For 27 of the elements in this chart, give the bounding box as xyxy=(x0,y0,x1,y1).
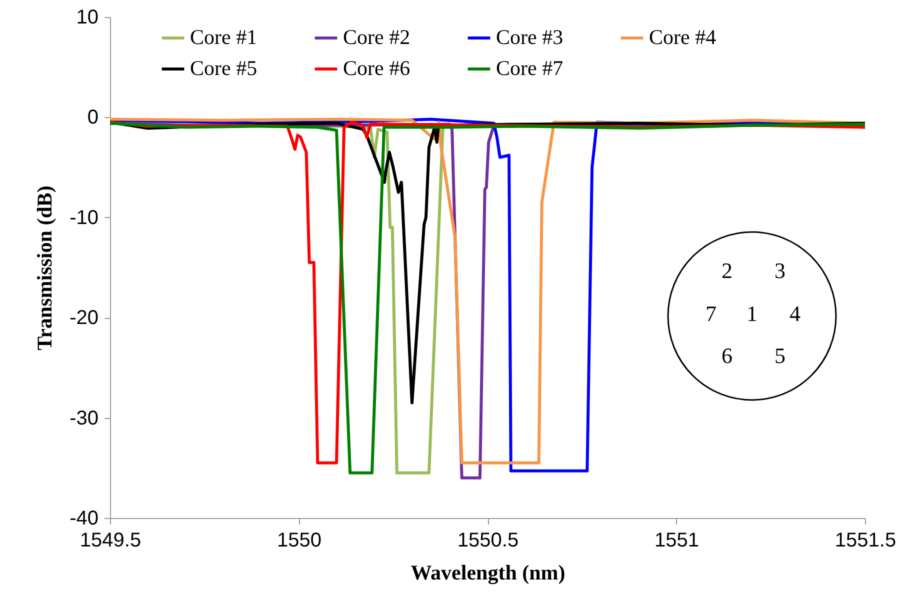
legend-label: Core #6 xyxy=(343,56,410,80)
legend-label: Core #4 xyxy=(649,25,717,49)
legend-label: Core #1 xyxy=(190,25,258,49)
y-tick-label: -20 xyxy=(70,307,98,330)
annotation: 3 xyxy=(774,258,786,284)
y-tick-label: 0 xyxy=(87,106,98,129)
annotation: 5 xyxy=(774,343,786,369)
y-axis-title: Transmission (dB) xyxy=(32,186,57,350)
annotation: 1 xyxy=(746,301,758,327)
legend-label: Core #3 xyxy=(496,25,564,49)
y-tick-label: -10 xyxy=(70,206,98,229)
y-tick-label: 10 xyxy=(76,6,98,28)
x-tick-label: 1551 xyxy=(654,530,699,552)
annotation: 4 xyxy=(790,301,800,327)
annotation: 2 xyxy=(722,258,732,284)
x-tick-label: 1551.5 xyxy=(834,530,896,552)
legend-label: Core #2 xyxy=(343,25,410,49)
y-tick-label: -40 xyxy=(70,508,98,530)
x-axis-title: Wavelength (nm) xyxy=(410,560,566,584)
x-tick-label: 1550 xyxy=(277,530,322,552)
annotation: 6 xyxy=(722,343,732,369)
legend-label: Core #5 xyxy=(190,56,258,80)
x-tick-label: 1550.5 xyxy=(457,530,519,552)
x-tick-label: 1549.5 xyxy=(80,530,142,552)
y-tick-label: -30 xyxy=(70,407,98,430)
legend-label: Core #7 xyxy=(496,56,564,80)
annotation: 7 xyxy=(706,301,716,327)
